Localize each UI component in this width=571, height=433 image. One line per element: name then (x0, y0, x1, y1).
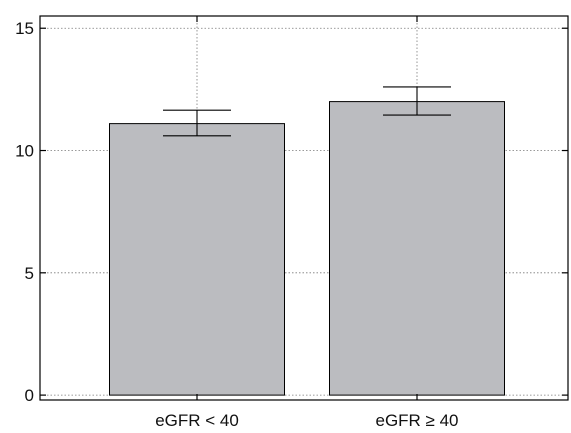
y-axis-ticks: 0 5 10 15 (15, 19, 568, 405)
x-tick-label-1: eGFR < 40 (155, 411, 239, 430)
bar-1 (109, 123, 285, 396)
y-tick-label-0: 0 (25, 386, 34, 405)
x-axis-ticks: eGFR < 40 eGFR ≥ 40 (155, 16, 459, 430)
y-tick-label-15: 15 (15, 19, 34, 38)
bar-2 (329, 101, 505, 396)
plot-area-frame (39, 15, 569, 401)
bars-group (109, 101, 505, 396)
y-tick-label-10: 10 (15, 142, 34, 161)
x-tick-label-2: eGFR ≥ 40 (375, 411, 458, 430)
y-tick-label-5: 5 (25, 264, 34, 283)
error-bars-group (163, 86, 451, 137)
